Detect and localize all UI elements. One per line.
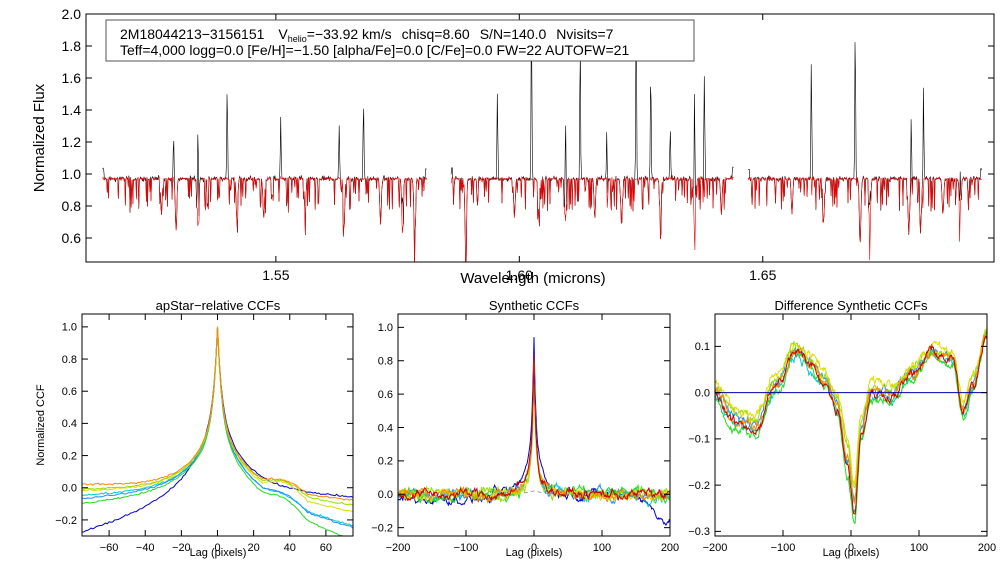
- model-spectrum-chip-1: [102, 175, 428, 262]
- synthetic-ccf-y-tick-label: 0.4: [378, 422, 393, 434]
- synthetic-ccf-series-8: [398, 354, 670, 502]
- spectrum-x-tick-label: 1.60: [506, 267, 533, 283]
- header-nvisits: Nvisits=7: [556, 26, 613, 42]
- synthetic-ccf-y-tick-label: 0.8: [378, 356, 393, 368]
- apstar-ccf-x-tick-label: −40: [136, 542, 155, 554]
- apstar-ccf-x-tick-label: 20: [248, 542, 260, 554]
- synthetic-ccf-y-tick-label: 0.0: [378, 489, 393, 501]
- synthetic-ccf-x-label: Lag (pixels): [506, 547, 563, 559]
- model-spectrum-chip-3: [747, 176, 982, 261]
- apstar-ccf-x-tick-label: −60: [100, 542, 119, 554]
- difference-ccf-x-tick-label: −100: [771, 542, 796, 554]
- header-star-id: 2M18044213−3156151: [120, 26, 265, 42]
- spectrum-y-tick-label: 1.2: [62, 134, 82, 150]
- spectrum-y-label: Normalized Flux: [31, 83, 48, 192]
- apstar-ccf-x-tick-label: −20: [172, 542, 191, 554]
- spectrum-y-tick-label: 1.0: [62, 166, 82, 182]
- synthetic-ccf-ticks: −200 −100 0 100 200 −0.2 0.0 0.2 0.4 0.6 0.8 1.0: [371, 314, 679, 554]
- difference-ccf-y-tick-label: −0.3: [688, 526, 710, 538]
- difference-ccf-y-tick-label: 0.0: [695, 387, 710, 399]
- spectrum-y-tick-label: 2.0: [62, 6, 82, 22]
- apstar-ccf-y-tick-label: 0.4: [62, 418, 77, 430]
- spectrum-panel: 1.55 1.60 1.65 0.6 0.8 1.0 1.2 1.4 1.6 1.8 2.0 2M1…: [31, 6, 995, 287]
- apstar-ccf-series-6: [82, 326, 353, 506]
- difference-ccf-series-4: [715, 328, 987, 489]
- spectrum-x-label: Wavelength (microns): [460, 270, 605, 287]
- synthetic-ccf-y-tick-label: 0.6: [378, 389, 393, 401]
- apstar-ccf-y-tick-label: 0.2: [62, 450, 77, 462]
- header-v-prefix: V: [278, 26, 288, 42]
- apstar-ccf-x-tick-label: 0: [214, 542, 220, 554]
- apstar-ccf-ticks: −60 −40 −20 0 20 40 60 −0.2 0.0 0.2 0.4 0.6 0.8 1.0: [55, 314, 353, 554]
- apstar-ccf-x-tick-label: 60: [320, 542, 332, 554]
- spectrum-header-box: [105, 19, 695, 62]
- difference-ccf-x-tick-label: 100: [910, 542, 928, 554]
- difference-ccf-x-tick-label: 200: [978, 542, 996, 554]
- synthetic-ccf-title: Synthetic CCFs: [489, 298, 580, 313]
- apstar-ccf-y-tick-label: 0.0: [62, 483, 77, 495]
- difference-ccf-y-tick-label: 0.1: [695, 341, 710, 353]
- synthetic-ccf-y-tick-label: 1.0: [378, 322, 393, 334]
- apstar-ccf-y-label: Normalized CCF: [35, 384, 47, 466]
- difference-ccf-y-tick-label: −0.2: [688, 480, 710, 492]
- spectrum-x-tick-label: 1.65: [749, 267, 776, 283]
- spectrum-plot-lines: [102, 39, 983, 262]
- apstar-ccf-series-7: [82, 326, 353, 501]
- apstar-ccf-y-tick-label: 0.8: [62, 354, 77, 366]
- model-spectrum-chip-2: [450, 175, 734, 262]
- spectrum-y-tick-label: 0.6: [62, 230, 82, 246]
- spectrum-y-tick-label: 1.6: [62, 70, 82, 86]
- difference-ccf-x-label: Lag (pixels): [823, 547, 880, 559]
- header-line-2: Teff=4,000 logg=0.0 [Fe/H]=−1.50 [alpha/…: [120, 42, 629, 58]
- apstar-ccf-x-tick-label: 40: [284, 542, 296, 554]
- spectrum-y-tick-label: 1.4: [62, 102, 82, 118]
- difference-ccf-panel: Difference Synthetic CCFs −200 −100 0 100 20…: [688, 298, 996, 559]
- spectrum-ticks: 1.55 1.60 1.65 0.6 0.8 1.0 1.2 1.4 1.6 1.8 2.0: [62, 6, 994, 283]
- spectrum-y-tick-label: 0.8: [62, 198, 82, 214]
- apstar-ccf-y-tick-label: 0.6: [62, 386, 77, 398]
- synthetic-ccf-y-tick-label: 0.2: [378, 456, 393, 468]
- synthetic-ccf-x-tick-label: 0: [531, 542, 537, 554]
- header-v-subscript: helio: [288, 34, 307, 44]
- difference-ccf-x-tick-label: 0: [848, 542, 854, 554]
- spectrum-y-tick-label: 1.8: [62, 38, 82, 54]
- apstar-ccf-y-tick-label: 1.0: [62, 322, 77, 334]
- difference-ccf-ticks: −200 −100 0 100 200 −0.3 −0.2 −0.1 0.0 0.1: [688, 314, 996, 554]
- apstar-ccf-x-label: Lag (pixels): [190, 547, 247, 559]
- difference-ccf-series-5: [715, 326, 987, 485]
- synthetic-ccf-y-tick-label: −0.2: [371, 523, 393, 535]
- synthetic-ccf-lines: [398, 337, 670, 526]
- header-chisq: chisq=8.60: [402, 26, 470, 42]
- synthetic-ccf-x-tick-label: 200: [661, 542, 679, 554]
- synthetic-ccf-x-tick-label: −100: [454, 542, 479, 554]
- difference-ccf-lines: [715, 326, 987, 524]
- apstar-ccf-panel: apStar−relative CCFs −60 −40 −20 0 20 40 60 −0.…: [35, 298, 354, 559]
- apstar-ccf-lines: [82, 326, 353, 536]
- difference-ccf-title: Difference Synthetic CCFs: [775, 298, 928, 313]
- apstar-ccf-title: apStar−relative CCFs: [156, 298, 281, 313]
- apstar-ccf-y-tick-label: −0.2: [55, 515, 77, 527]
- difference-ccf-x-tick-label: −200: [703, 542, 728, 554]
- synthetic-ccf-x-tick-label: −200: [386, 542, 411, 554]
- synthetic-ccf-x-tick-label: 100: [593, 542, 611, 554]
- header-line-1: 2M18044213−3156151 Vhelio=−33.92 km/s chis…: [120, 26, 614, 44]
- header-snr: S/N=140.0: [480, 26, 547, 42]
- spectrum-x-tick-label: 1.55: [262, 267, 289, 283]
- difference-ccf-series-7: [715, 335, 987, 515]
- difference-ccf-y-tick-label: −0.1: [688, 434, 710, 446]
- synthetic-ccf-panel: Synthetic CCFs −200 −100 0 100 200 −0.2 0.0 0.2…: [371, 298, 679, 559]
- spectrum-axes-frame: [85, 13, 995, 263]
- header-v-value: =−33.92 km/s: [307, 26, 392, 42]
